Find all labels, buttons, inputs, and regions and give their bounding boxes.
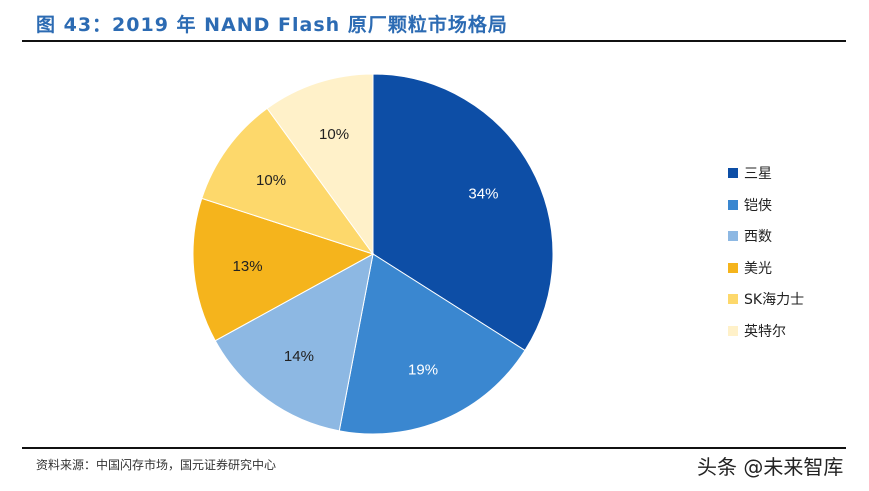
legend-item: 铠侠 (728, 195, 772, 215)
chart-title: 图 43：2019 年 NAND Flash 原厂颗粒市场格局 (36, 14, 508, 36)
pie-slice-2 (214, 253, 374, 432)
legend-swatch (728, 262, 738, 273)
slice-label: 13% (233, 258, 263, 275)
legend-swatch (728, 325, 738, 336)
top-rule (22, 40, 846, 42)
legend-item: 美光 (728, 258, 772, 278)
legend-item: 三星 (728, 163, 772, 183)
legend-swatch (728, 294, 738, 304)
bottom-rule (22, 447, 846, 449)
pie-slice-4 (201, 107, 375, 255)
pie-slice-5 (266, 73, 374, 256)
legend-label: 西数 (744, 229, 772, 245)
legend-item: 英特尔 (728, 321, 786, 341)
slice-label: 14% (284, 348, 314, 365)
source-note: 资料来源：中国闪存市场，国元证券研究中心 (36, 458, 277, 472)
slice-label: 10% (319, 126, 349, 143)
slice-label: 19% (408, 362, 438, 379)
pie-slice-3 (192, 197, 375, 342)
legend-label: 铠侠 (744, 197, 772, 214)
legend-item: 西数 (728, 226, 772, 246)
legend-label: 三星 (744, 166, 772, 182)
pie-slice-0 (372, 73, 554, 352)
legend-swatch (728, 168, 738, 178)
watermark: 头条 @未来智库 (697, 455, 844, 479)
legend-swatch (728, 231, 738, 241)
legend-item: SK海力士 (728, 289, 804, 309)
pie-slice-1 (338, 253, 526, 435)
slice-label: 34% (468, 185, 498, 202)
legend-label: 英特尔 (744, 323, 786, 340)
legend-label: SK海力士 (744, 292, 805, 308)
legend-swatch (728, 199, 738, 210)
legend-label: 美光 (744, 260, 772, 277)
slice-label: 10% (256, 172, 286, 189)
